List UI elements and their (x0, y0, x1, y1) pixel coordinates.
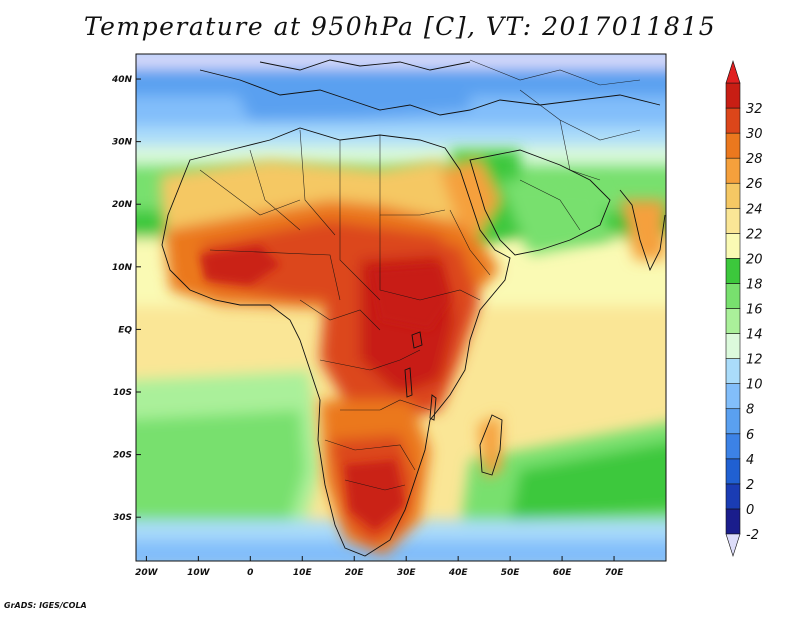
colorbar-level-label: 28 (746, 152, 763, 167)
colorbar-segment (725, 107, 741, 134)
lat-tick-label: 10N (112, 263, 133, 273)
colorbar-segment (725, 132, 741, 159)
lat-tick-label: 20S (113, 451, 132, 461)
colorbar-segment (725, 358, 741, 384)
colorbar-segment (725, 508, 741, 535)
colorbar-segment (725, 157, 741, 184)
footer-credit: GrADS: IGES/COLA (4, 601, 87, 610)
colorbar-level-label: 8 (746, 403, 754, 418)
lat-tick-label: 20N (112, 200, 133, 210)
lon-tick-label: 70E (605, 568, 625, 578)
lat-tick-label: 30S (113, 513, 132, 523)
latitude-axis: 40N 30N 20N 10N EQ 10S 20S 30S (111, 75, 141, 523)
lon-tick-label: 30E (397, 568, 417, 578)
lat-tick-label: EQ (118, 325, 132, 335)
lon-tick-label: 10W (187, 568, 211, 578)
colorbar-level-label: 16 (746, 303, 763, 318)
colorbar-segment (725, 333, 741, 359)
lat-tick-label: 30N (112, 138, 133, 148)
lon-tick-label: 40E (448, 568, 469, 578)
colorbar-segment (725, 458, 741, 485)
colorbar-segment (725, 82, 741, 109)
colorbar-segment (725, 383, 741, 410)
map-title: Temperature at 950hPa [C], VT: 201701181… (83, 12, 717, 41)
map-frame (135, 53, 667, 562)
colorbar-segment (725, 258, 741, 284)
colorbar-level-label: 22 (746, 227, 763, 242)
country-borders (199, 59, 641, 491)
lon-tick-label: 0 (247, 568, 253, 578)
lon-tick-label: 60E (553, 568, 573, 578)
longitude-axis: 20W 10W 0 10E 20E 30E 40E 50E 60E 70E (135, 556, 624, 578)
colorbar-level-label: 32 (746, 102, 763, 117)
colorbar-segment (725, 308, 741, 334)
colorbar-segment (725, 182, 741, 209)
lon-tick-label: 20E (345, 568, 365, 578)
colorbar-segment (725, 233, 741, 259)
colorbar-segment (725, 207, 741, 234)
colorbar-segment (725, 483, 741, 510)
colorbar-high-arrow (725, 60, 741, 84)
colorbar-level-label: -2 (746, 528, 759, 543)
colorbar-segment (725, 408, 741, 435)
colorbar-level-label: 18 (746, 277, 763, 292)
colorbar-level-label: 24 (746, 202, 763, 217)
colorbar-low-arrow (725, 533, 741, 557)
colorbar-level-label: 6 (746, 428, 754, 443)
colorbar-level-label: 26 (746, 177, 763, 192)
colorbar-segment (725, 433, 741, 460)
colorbar-level-label: 20 (746, 252, 763, 267)
colorbar-level-label: 2 (746, 478, 754, 493)
colorbar-level-label: 30 (746, 127, 763, 142)
colorbar-level-label: 12 (746, 353, 763, 368)
colorbar-segment (725, 283, 741, 309)
colorbar-level-label: 0 (746, 503, 754, 518)
colorbar-level-label: 14 (746, 328, 763, 343)
lat-tick-label: 40N (111, 75, 133, 85)
coastlines (161, 59, 666, 557)
lon-tick-label: 50E (501, 568, 521, 578)
colorbar-level-label: 10 (746, 378, 763, 393)
lon-tick-label: 20W (135, 568, 159, 578)
lon-tick-label: 10E (293, 568, 313, 578)
lat-tick-label: 10S (113, 388, 132, 398)
colorbar-level-label: 4 (746, 453, 754, 468)
